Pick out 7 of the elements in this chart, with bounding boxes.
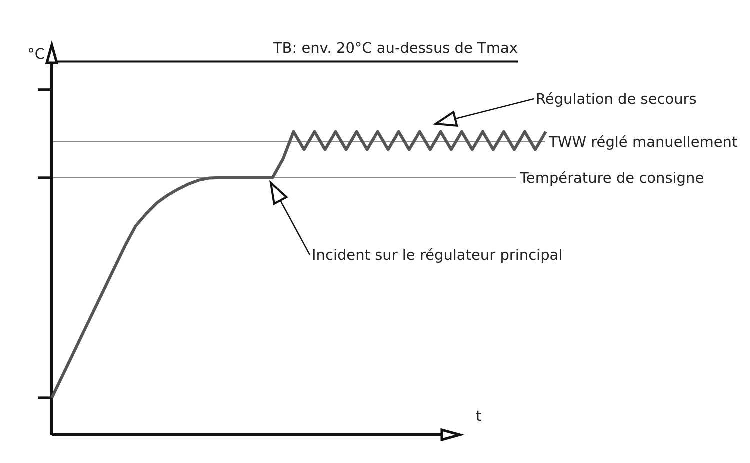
y-axis-title: °C — [28, 47, 45, 63]
x-axis-title: t — [476, 409, 482, 425]
annotation: Incident sur le régulateur principal — [312, 248, 563, 264]
ref-line-label: TWW réglé manuellement — [548, 134, 738, 151]
ref-line-label: Température de consigne — [519, 170, 704, 187]
text: Régulation de secours — [536, 92, 697, 108]
ref-line-label: TB: env. 20°C au-dessus de Tmax — [272, 40, 518, 57]
